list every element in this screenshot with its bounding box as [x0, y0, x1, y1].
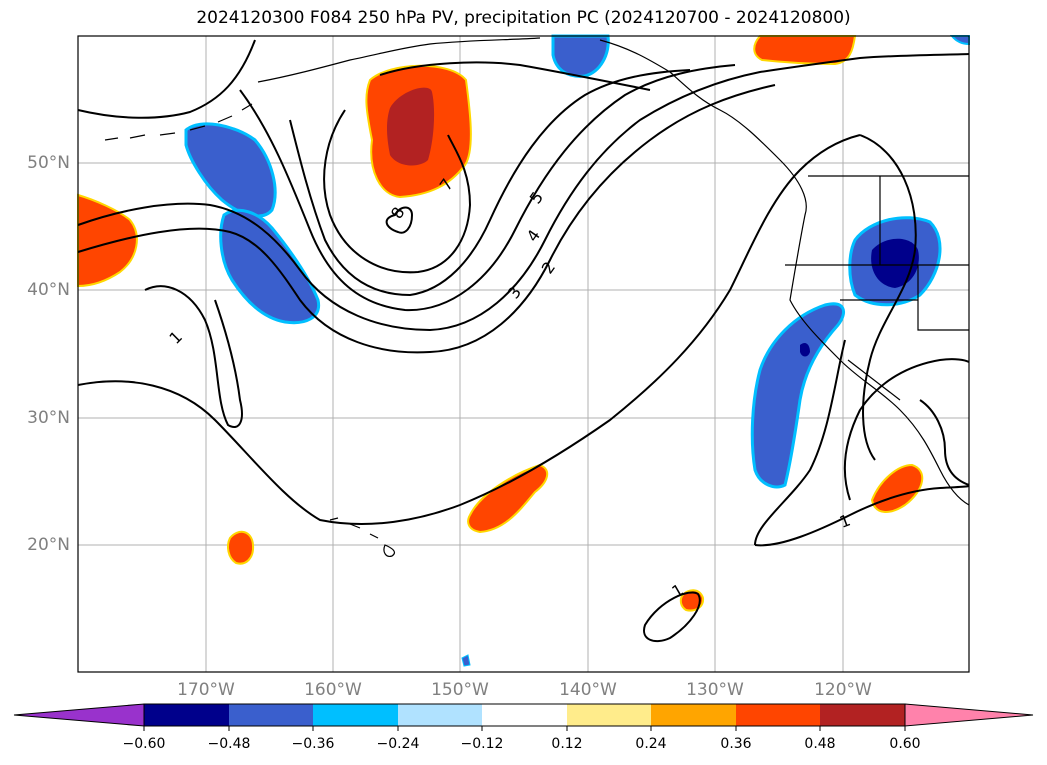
colorbar-upper-extension — [904, 703, 1034, 727]
colorbar — [13, 703, 1034, 731]
pv-contour — [77, 53, 970, 332]
precip-positive-area — [227, 530, 255, 565]
colorbar-tick-label: 0.24 — [635, 736, 667, 752]
hawaii-islands — [329, 517, 396, 557]
precip-positive-area — [467, 463, 549, 534]
colorbar-segment — [229, 704, 313, 726]
pv-contour — [239, 64, 736, 312]
precip-positive-core — [387, 87, 435, 166]
coastlines — [104, 37, 970, 557]
colorbar-segment — [651, 704, 736, 726]
precip-negative-core — [871, 238, 919, 288]
colorbar-segment — [144, 704, 229, 726]
aleutian-islands — [104, 103, 253, 141]
colorbar-segment — [482, 704, 567, 726]
lon-label: 120°W — [814, 680, 872, 700]
lat-label: 30°N — [27, 408, 70, 428]
precip-negative-area — [750, 302, 846, 489]
colorbar-border — [143, 703, 906, 727]
lon-label: 150°W — [431, 680, 489, 700]
pv-contour — [144, 285, 243, 428]
lon-label: 170°W — [177, 680, 235, 700]
lat-label: 40°N — [27, 280, 70, 300]
colorbar-ticks — [143, 726, 906, 731]
us-state-boundaries — [785, 176, 969, 401]
pv-contour — [289, 69, 691, 297]
precip-negative-area — [461, 654, 471, 667]
colorbar-segment — [820, 704, 905, 726]
colorbar-tick-label: −0.12 — [460, 736, 504, 752]
colorbar-tick-label: −0.60 — [122, 736, 166, 752]
lon-label: 160°W — [304, 680, 362, 700]
pv-contour — [77, 84, 776, 354]
pv-contour — [919, 399, 970, 486]
colorbar-segment — [736, 704, 820, 726]
colorbar-tick-label: −0.36 — [291, 736, 335, 752]
pv-contour — [859, 134, 917, 461]
colorbar-tick-label: 0.48 — [804, 736, 836, 752]
pv-contour — [385, 206, 414, 234]
colorbar-tick-label: −0.48 — [207, 736, 251, 752]
colorbar-segment — [313, 704, 398, 726]
pv-contour — [643, 591, 701, 643]
precip-positive-area — [77, 193, 138, 288]
map-title: 2024120300 F084 250 hPa PV, precipitatio… — [196, 8, 851, 28]
pv-contour — [323, 109, 472, 274]
pv-contours — [77, 39, 970, 643]
colorbar-tick-label: 0.12 — [551, 736, 583, 752]
colorbar-tick-label: 0.60 — [889, 736, 921, 752]
lat-label: 50°N — [27, 153, 70, 173]
precip-negative-core — [800, 342, 810, 357]
colorbar-tick-label: −0.24 — [376, 736, 420, 752]
pv-contour — [379, 61, 651, 91]
pv-contour — [77, 39, 256, 119]
pv-contour — [77, 134, 861, 525]
precip-negative-area — [184, 122, 277, 218]
pv-contour — [754, 485, 970, 547]
alaska-coastline — [257, 37, 970, 506]
precip-shading — [77, 34, 970, 667]
colorbar-segment — [398, 704, 482, 726]
graticule — [78, 36, 969, 672]
colorbar-tick-label: 0.36 — [720, 736, 752, 752]
map-border — [77, 35, 970, 673]
precip-positive-area — [753, 35, 857, 66]
lon-label: 130°W — [686, 680, 744, 700]
pv-contour — [843, 358, 970, 501]
lat-label: 20°N — [27, 535, 70, 555]
precip-negative-area — [551, 34, 610, 78]
colorbar-lower-extension — [13, 703, 145, 727]
pv-contour — [754, 339, 846, 546]
lon-label: 140°W — [559, 680, 617, 700]
colorbar-segment — [567, 704, 651, 726]
